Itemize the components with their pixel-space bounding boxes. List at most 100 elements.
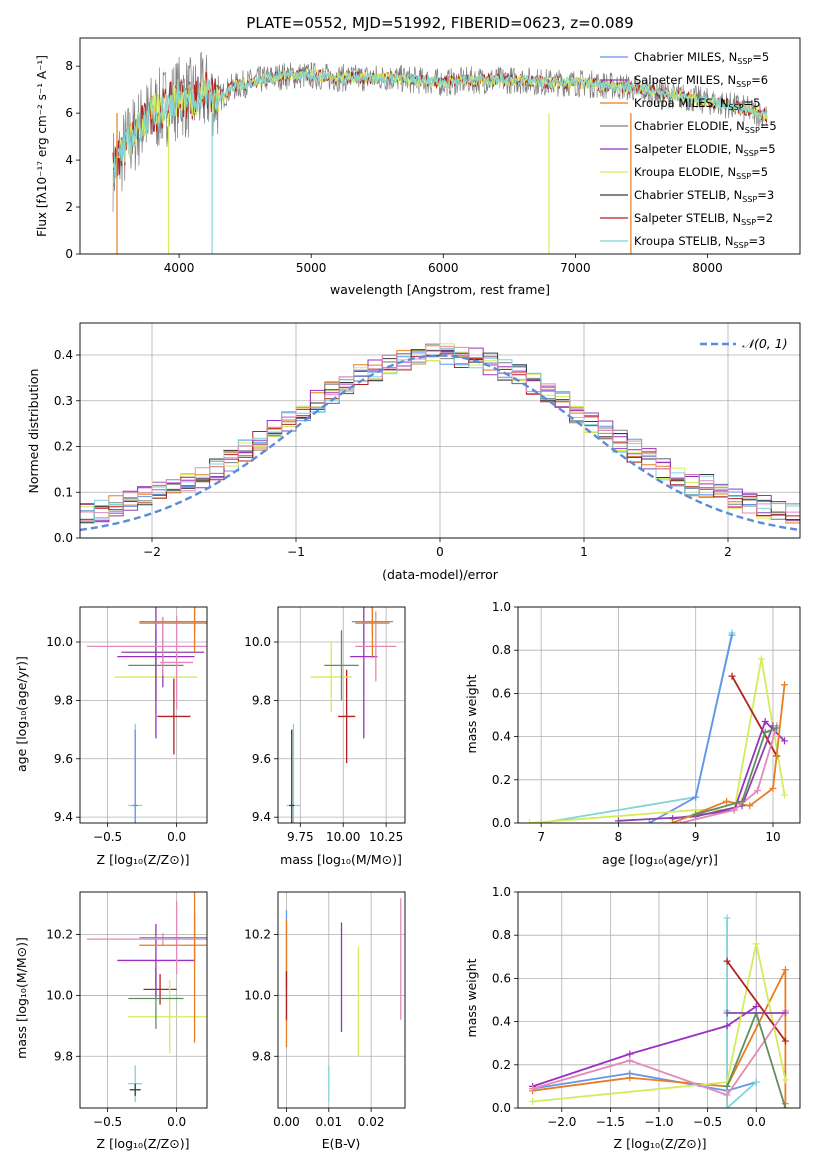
y-tick-label: 0.4 — [492, 1015, 511, 1029]
histogram-series-9 — [80, 345, 800, 514]
errorbars — [86, 607, 207, 823]
y-tick-label: 10.2 — [244, 928, 271, 942]
y-tick-label: 9.6 — [54, 752, 73, 766]
observed-spectrum — [112, 51, 768, 212]
y-tick-label: 0.8 — [492, 643, 511, 657]
residuals-xlabel: (data-model)/error — [382, 567, 499, 582]
y-tick-label: 4 — [65, 153, 73, 167]
weight-point — [526, 819, 534, 823]
y-tick-label: 0.2 — [492, 773, 511, 787]
y-tick-label: 10.2 — [46, 928, 73, 942]
legend-label: Salpeter MILES, NSSP=6 — [634, 73, 768, 89]
mass-ebv-xlabel: E(B-V) — [322, 1136, 361, 1151]
legend-label: Chabrier MILES, NSSP=5 — [634, 50, 769, 66]
x-tick-label: −1.0 — [644, 1115, 673, 1129]
legend-label: Kroupa STELIB, NSSP=3 — [634, 234, 765, 250]
weight-point — [728, 631, 736, 639]
x-tick-label: −2.0 — [547, 1115, 576, 1129]
y-tick-label: 10.0 — [244, 635, 271, 649]
histograms — [80, 343, 800, 532]
weight-point — [692, 810, 700, 818]
model-spectrum-2 — [112, 70, 768, 184]
x-tick-label: 0 — [436, 545, 444, 559]
x-tick-label: 10.25 — [369, 830, 403, 844]
axes-frame — [517, 891, 801, 1109]
weight-lines — [529, 914, 789, 1108]
weight-point — [746, 802, 754, 810]
weight-point — [692, 793, 700, 801]
x-tick-label: 7000 — [560, 261, 591, 275]
spectrum-xlabel: wavelength [Angstrom, rest frame] — [330, 282, 550, 297]
weight-series-5 — [726, 960, 787, 1042]
weight-point — [626, 1074, 634, 1082]
weight-point — [723, 914, 731, 922]
weight-point — [614, 817, 622, 823]
errorbars — [286, 607, 397, 823]
weight-point — [723, 1091, 731, 1099]
x-tick-label: −0.5 — [93, 1115, 122, 1129]
y-tick-label: 9.8 — [252, 1049, 271, 1063]
figure-title: PLATE=0552, MJD=51992, FIBERID=0623, z=0… — [246, 14, 633, 32]
weight-point — [738, 797, 746, 805]
y-tick-label: 9.8 — [252, 693, 271, 707]
weight-point — [769, 784, 777, 792]
weight-point — [761, 717, 769, 725]
normal-curve — [80, 354, 800, 532]
y-tick-label: 9.8 — [54, 1049, 73, 1063]
x-tick-label: 9.75 — [287, 830, 314, 844]
mass-vs-ebv-panel: E(B-V) 0.00 0.01 0.02 9.8 10.0 10.2 — [244, 891, 406, 1151]
x-tick-label: 10.00 — [326, 830, 360, 844]
x-tick-label: 6000 — [428, 261, 459, 275]
weight-point — [626, 1056, 634, 1064]
y-tick-label: 0.4 — [492, 730, 511, 744]
y-tick-label: 9.4 — [54, 810, 73, 824]
weight-point — [752, 1002, 760, 1010]
y-tick-label: 9.8 — [54, 693, 73, 707]
legend-label: Salpeter STELIB, NSSP=2 — [634, 211, 773, 227]
x-tick-label: 0.00 — [273, 1115, 300, 1129]
y-tick-label: 2 — [65, 200, 73, 214]
weight-point — [723, 1009, 731, 1017]
y-tick-label: 0.8 — [492, 928, 511, 942]
mass-vs-Z-panel: Z [log₁₀(Z/Z⊙)] mass [log₁₀(M/M⊙)] −0.5 0… — [14, 891, 208, 1151]
x-tick-label: 2 — [724, 545, 732, 559]
spectrum-ylabel: Flux [fλ10⁻¹⁷ erg cm⁻² s⁻¹ A⁻¹] — [35, 55, 49, 237]
axes-frame — [277, 606, 406, 824]
weight-series-6 — [532, 1010, 787, 1097]
weight-point — [626, 1050, 634, 1058]
histogram-series-5 — [80, 343, 800, 522]
y-tick-label: 10.0 — [244, 988, 271, 1002]
weight-series-7 — [679, 725, 778, 823]
residuals-panel: (data-model)/error Normed distribution −… — [26, 322, 801, 582]
weight-point — [752, 940, 760, 948]
axes-frame — [79, 322, 801, 539]
weight-point — [529, 1085, 537, 1093]
weight-point — [723, 957, 731, 965]
age-vs-Z-panel: Z [log₁₀(Z/Z⊙)] age [log₁₀(age/yr)] −0.5… — [14, 606, 208, 867]
x-tick-label: −0.5 — [93, 830, 122, 844]
weight-point — [754, 787, 762, 795]
x-tick-label: −0.5 — [693, 1115, 722, 1129]
x-tick-label: −1 — [287, 545, 305, 559]
weight-point — [645, 819, 653, 823]
y-tick-label: 0.0 — [492, 816, 511, 830]
spectrum-panel: wavelength [Angstrom, rest frame] Flux [… — [35, 37, 801, 297]
errorbars — [285, 898, 402, 1102]
y-tick-label: 8 — [65, 59, 73, 73]
weight-point — [781, 1037, 789, 1045]
weight-point — [761, 728, 769, 736]
weight-point — [529, 1098, 537, 1106]
weight-point — [773, 724, 781, 732]
age-vs-mass-panel: mass [log₁₀(M/M⊙)] 9.75 10.00 10.25 9.4 9.6 9… — [244, 606, 406, 867]
histogram-series-7 — [80, 353, 800, 517]
weight-age-ylabel: mass weight — [464, 674, 479, 753]
weight-point — [669, 819, 677, 823]
legend-label: Chabrier STELIB, NSSP=3 — [634, 188, 774, 204]
y-tick-label: 10.0 — [46, 988, 73, 1002]
legend-label: 𝒩(0, 1) — [742, 336, 788, 351]
x-tick-label: 5000 — [296, 261, 327, 275]
x-tick-label: 4000 — [164, 261, 195, 275]
axes-frame — [79, 891, 208, 1109]
y-tick-label: 0.4 — [54, 348, 73, 362]
